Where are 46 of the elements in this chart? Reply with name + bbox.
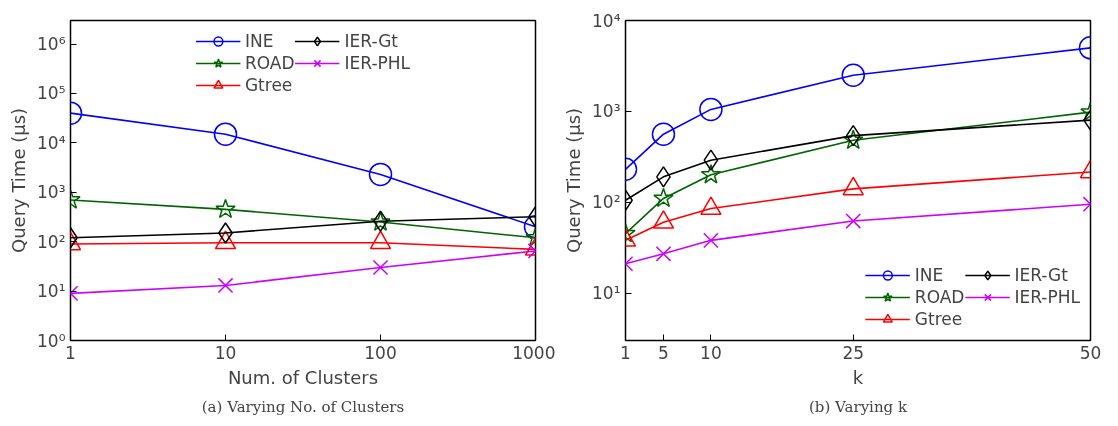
point: [842, 129, 864, 150]
point: [653, 187, 674, 208]
point: [700, 164, 722, 184]
x-tick-label: 10: [700, 342, 722, 363]
y-tick-label: 10⁰: [37, 330, 66, 351]
legend-label: Gtree: [244, 74, 293, 96]
y-tick-label: 10¹: [37, 281, 66, 302]
text: (b) Varying k: [808, 397, 908, 416]
point: [651, 122, 676, 146]
x-tick-label: 1: [620, 342, 631, 363]
y-tick-label: 10³: [592, 101, 621, 122]
y-tick-label: 10¹: [592, 283, 621, 303]
legend-label: ROAD: [244, 52, 295, 74]
y-tick-label: 10⁴: [37, 132, 66, 153]
y-axis-title: Query Time (µs): [563, 107, 585, 254]
legend-label: ROAD: [914, 286, 965, 308]
y-tick-label: 10⁴: [592, 10, 621, 31]
y-tick-label: 10²: [37, 231, 66, 252]
legend-label: IER-PHL: [344, 52, 411, 74]
x-tick-label: 5: [658, 342, 669, 363]
point: [841, 63, 866, 87]
legend-label: INE: [244, 30, 274, 52]
y-tick-label: 10⁵: [37, 83, 66, 104]
legend-label: INE: [914, 264, 944, 286]
legend-label: IER-Gt: [1014, 264, 1068, 286]
y-tick-label: 10⁶: [37, 34, 66, 55]
x-tick-label: 1000: [512, 342, 556, 363]
x-tick-label: 100: [364, 342, 397, 363]
legend-label: IER-PHL: [1014, 286, 1080, 308]
point: [699, 97, 723, 122]
text: (a) Varying No. of Clusters: [201, 397, 405, 416]
legend-label: Gtree: [914, 308, 963, 330]
y-tick-label: 10³: [37, 182, 66, 203]
x-tick-label: 50: [1079, 342, 1102, 363]
point: [845, 213, 862, 229]
x-tick-label: 25: [842, 342, 865, 363]
point: [703, 232, 719, 249]
x-axis-title: Num. of Clusters: [227, 366, 379, 388]
x-tick-label: 1: [65, 342, 76, 363]
x-tick-label: 10: [214, 342, 237, 363]
point: [703, 149, 719, 171]
y-tick-label: 10²: [592, 192, 621, 213]
x-axis-title: k: [852, 366, 864, 388]
point: [655, 246, 672, 262]
legend-label: IER-Gt: [344, 30, 399, 52]
y-axis-title: Query Time (µs): [8, 107, 30, 254]
